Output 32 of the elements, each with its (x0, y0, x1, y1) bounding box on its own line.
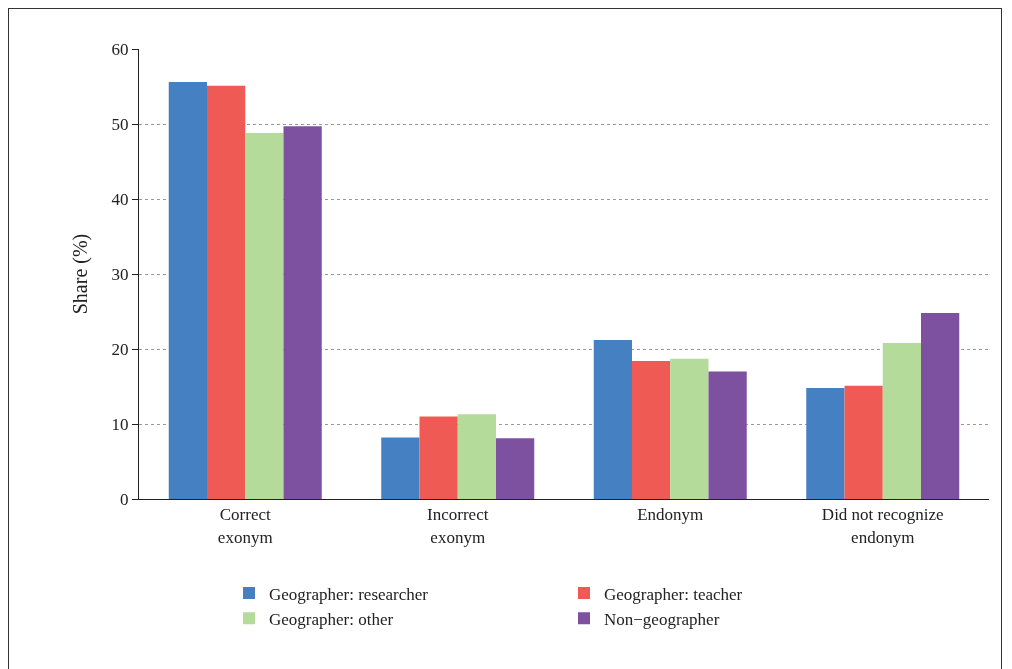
x-tick-label: Endonym (637, 505, 704, 525)
bar (882, 343, 921, 499)
y-tick-label: 40 (111, 189, 129, 209)
bar (921, 313, 960, 499)
bar (283, 126, 322, 499)
bar (245, 133, 284, 499)
legend-label: Geographer: researcher (269, 584, 429, 604)
y-tick-label: 30 (111, 264, 129, 284)
bar (168, 82, 207, 499)
bar (844, 385, 883, 499)
x-tick-label: Incorrect exonym (427, 505, 489, 547)
bar (457, 414, 496, 499)
y-tick-label: 20 (111, 339, 129, 359)
y-tick-label: 0 (120, 489, 129, 509)
legend-label: Geographer: teacher (604, 584, 743, 604)
bar (806, 388, 845, 499)
y-tick-label: 60 (111, 39, 129, 59)
legend-label: Non−geographer (604, 609, 720, 629)
y-tick-label: 10 (111, 414, 129, 434)
x-tick-label: Correct exonym (217, 505, 273, 547)
legend-label: Geographer: other (269, 609, 394, 629)
bar (381, 437, 420, 499)
x-tick-label: Did not recognize endonym (821, 505, 944, 547)
bar (708, 371, 747, 499)
bar (419, 416, 458, 499)
bar (593, 340, 632, 499)
bar (670, 358, 709, 499)
bar (496, 438, 535, 499)
y-tick-label: 50 (111, 114, 129, 134)
y-axis-title: Share (%) (69, 233, 93, 315)
bar (207, 85, 246, 499)
bar (632, 361, 671, 499)
